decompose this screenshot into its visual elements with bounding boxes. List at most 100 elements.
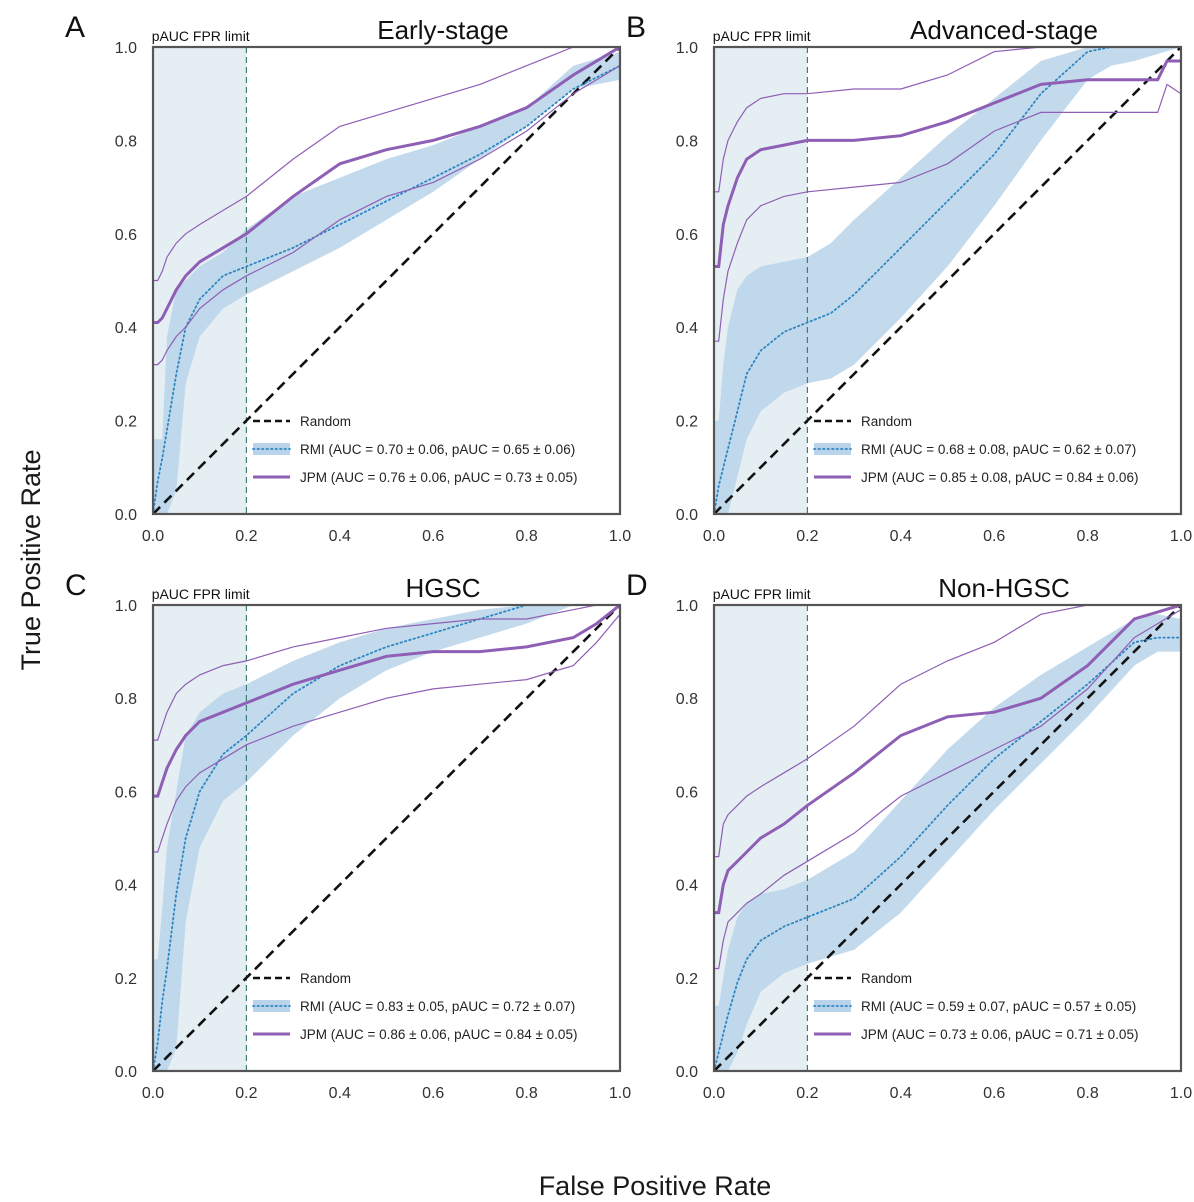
rmi-roc-line: [153, 64, 620, 514]
jpm-ci-upper-line: [714, 47, 1181, 193]
jpm-ci-lower-line: [153, 613, 620, 853]
y-tick-label: 0.2: [676, 971, 698, 988]
panel-title: Early-stage: [377, 15, 509, 45]
x-tick-label: 0.6: [983, 1085, 1005, 1102]
x-tick-label: 0.2: [235, 528, 257, 545]
rmi-ci-band: [153, 605, 620, 1071]
y-tick-label: 0.6: [115, 227, 137, 244]
plot-area: [714, 605, 1181, 1071]
x-tick-label: 1.0: [1170, 1085, 1192, 1102]
legend-rmi-label: RMI (AUC = 0.83 ± 0.05, pAUC = 0.72 ± 0.…: [300, 999, 575, 1014]
random-diagonal-line: [714, 47, 1181, 514]
rmi-roc-line: [153, 605, 620, 1071]
y-tick-label: 0.0: [115, 1064, 137, 1081]
x-tick-label: 0.2: [235, 1085, 257, 1102]
x-tick-label: 0.2: [796, 528, 818, 545]
y-tick-label: 0.0: [115, 507, 137, 524]
legend-jpm-label: JPM (AUC = 0.73 ± 0.06, pAUC = 0.71 ± 0.…: [861, 1027, 1138, 1042]
rmi-ci-band: [714, 614, 1181, 1071]
x-axis-title: False Positive Rate: [539, 1171, 772, 1201]
legend-jpm-label: JPM (AUC = 0.76 ± 0.06, pAUC = 0.73 ± 0.…: [300, 470, 577, 485]
x-tick-label: 1.0: [609, 528, 631, 545]
rmi-roc-line: [714, 47, 1181, 514]
x-tick-label: 0.4: [329, 528, 351, 545]
plot-frame: [712, 45, 1183, 516]
jpm-ci-lower-line: [714, 83, 1181, 342]
jpm-roc-line: [714, 605, 1181, 915]
legend-rmi-label: RMI (AUC = 0.70 ± 0.06, pAUC = 0.65 ± 0.…: [300, 442, 575, 457]
x-tick-label: 0.4: [329, 1085, 351, 1102]
x-tick-label: 0.6: [422, 1085, 444, 1102]
panel-letter: C: [65, 569, 87, 602]
y-tick-label: 0.6: [676, 784, 698, 801]
y-tick-label: 1.0: [676, 40, 698, 57]
y-tick-label: 0.4: [676, 320, 698, 337]
legend-random-label: Random: [861, 414, 912, 429]
x-tick-label: 1.0: [609, 1085, 631, 1102]
pauc-label: pAUC FPR limit: [152, 586, 250, 602]
x-tick-label: 0.0: [142, 1085, 164, 1102]
x-tick-label: 1.0: [1170, 528, 1192, 545]
y-tick-label: 0.2: [115, 414, 137, 431]
panel-a: 0.0 0.2 0.4 0.6 0.8 1.0 0.0 0.2 0.4 0.6 0.8 1.0 A Ear…: [65, 11, 631, 545]
x-tick-label: 0.6: [422, 528, 444, 545]
pauc-label: pAUC FPR limit: [152, 28, 250, 44]
x-tick-label: 0.8: [515, 528, 537, 545]
random-diagonal-line: [714, 605, 1181, 1071]
panel-letter: D: [626, 569, 648, 602]
plot-frame: [151, 45, 622, 516]
jpm-ci-lower-line: [714, 609, 1181, 970]
y-tick-label: 0.0: [676, 1064, 698, 1081]
y-tick-label: 0.6: [115, 784, 137, 801]
panel-b: 0.0 0.2 0.4 0.6 0.8 1.0 0.0 0.2 0.4 0.6 0.8 1.0 B Adv…: [626, 11, 1192, 545]
x-tick-label: 0.8: [1076, 1085, 1098, 1102]
legend-random-label: Random: [861, 971, 912, 986]
panels-group: 0.0 0.2 0.4 0.6 0.8 1.0 0.0 0.2 0.4 0.6 0.8 1.0 A Ear…: [65, 11, 1192, 1102]
panel-title: Advanced-stage: [910, 15, 1098, 45]
legend-random-label: Random: [300, 971, 351, 986]
jpm-ci-lower-line: [153, 65, 620, 366]
y-tick-label: 0.8: [676, 691, 698, 708]
random-diagonal-line: [153, 47, 620, 514]
y-axis-title: True Positive Rate: [16, 449, 46, 670]
plot-area: [714, 47, 1181, 514]
y-tick-label: 0.4: [115, 320, 137, 337]
panel-c: 0.0 0.2 0.4 0.6 0.8 1.0 0.0 0.2 0.4 0.6 0.8 1.0 C HGS…: [65, 569, 631, 1102]
y-tick-label: 0.4: [676, 878, 698, 895]
x-tick-label: 0.2: [796, 1085, 818, 1102]
pauc-label: pAUC FPR limit: [713, 586, 811, 602]
y-tick-label: 1.0: [676, 598, 698, 615]
y-tick-label: 0.0: [676, 507, 698, 524]
x-tick-label: 0.4: [890, 1085, 912, 1102]
plot-area: [153, 47, 620, 514]
x-tick-label: 0.4: [890, 528, 912, 545]
x-tick-label: 0.0: [703, 1085, 725, 1102]
jpm-roc-line: [153, 47, 620, 324]
x-tick-label: 0.8: [515, 1085, 537, 1102]
legend-random-label: Random: [300, 414, 351, 429]
y-tick-label: 0.8: [676, 133, 698, 150]
legend-rmi-label: RMI (AUC = 0.59 ± 0.07, pAUC = 0.57 ± 0.…: [861, 999, 1136, 1014]
y-tick-label: 0.6: [676, 227, 698, 244]
y-tick-label: 0.4: [115, 878, 137, 895]
plot-frame: [712, 603, 1183, 1073]
y-tick-label: 0.8: [115, 691, 137, 708]
pauc-label: pAUC FPR limit: [713, 28, 811, 44]
jpm-roc-line: [714, 59, 1181, 268]
y-tick-label: 0.2: [115, 971, 137, 988]
jpm-ci-upper-line: [153, 605, 620, 741]
panel-letter: B: [626, 11, 646, 44]
jpm-roc-line: [153, 605, 620, 798]
x-tick-label: 0.8: [1076, 528, 1098, 545]
jpm-ci-upper-line: [714, 605, 1181, 858]
x-tick-label: 0.0: [142, 528, 164, 545]
jpm-ci-upper-line: [153, 47, 620, 282]
panel-d: 0.0 0.2 0.4 0.6 0.8 1.0 0.0 0.2 0.4 0.6 0.8 1.0 D Non…: [626, 569, 1192, 1102]
legend-jpm-label: JPM (AUC = 0.86 ± 0.06, pAUC = 0.84 ± 0.…: [300, 1027, 577, 1042]
plot-area: [153, 605, 620, 1071]
y-tick-label: 0.8: [115, 133, 137, 150]
x-tick-label: 0.6: [983, 528, 1005, 545]
panel-letter: A: [65, 11, 85, 44]
plot-frame: [151, 603, 622, 1073]
